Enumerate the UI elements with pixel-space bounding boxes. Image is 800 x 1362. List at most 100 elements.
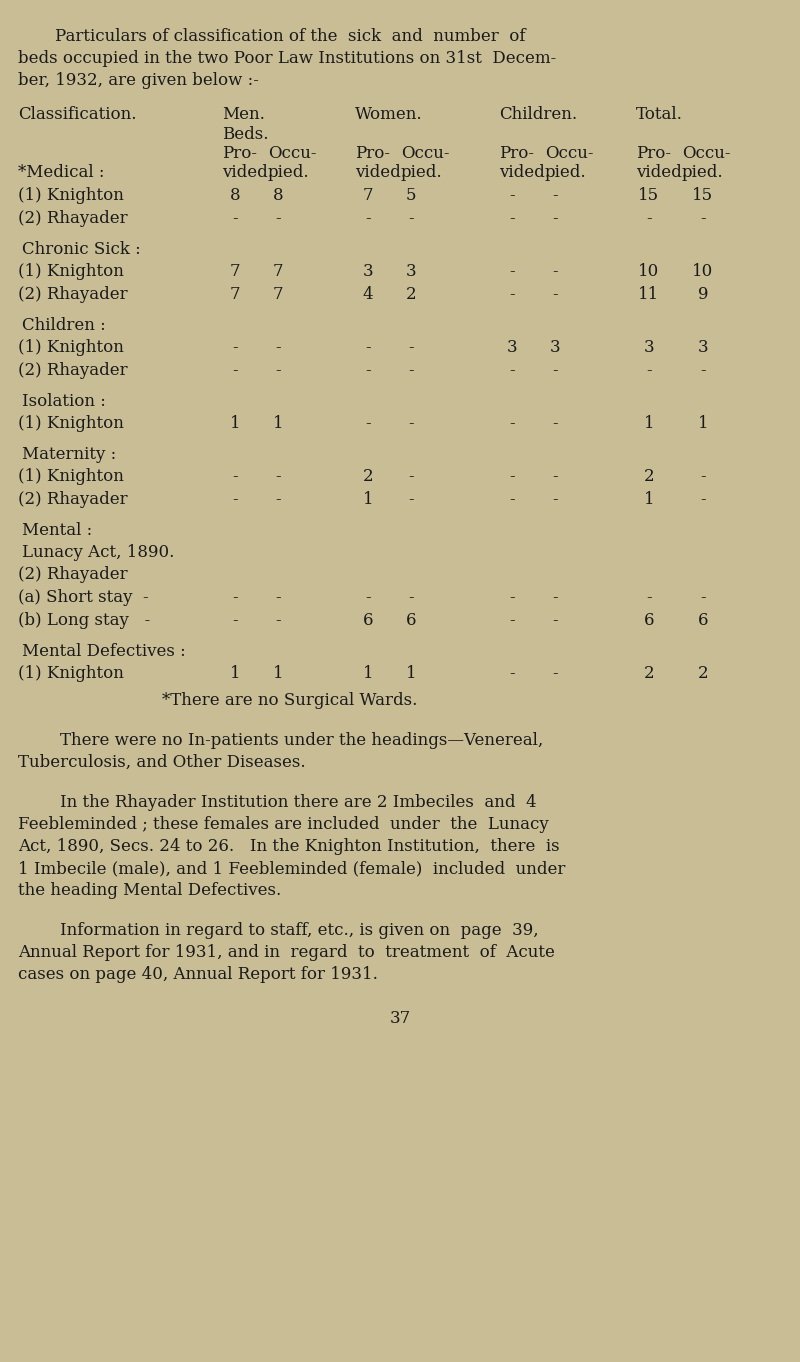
Text: 1 Imbecile (male), and 1 Feebleminded (female)  included  under: 1 Imbecile (male), and 1 Feebleminded (f… xyxy=(18,859,566,877)
Text: -: - xyxy=(275,210,281,227)
Text: -: - xyxy=(365,415,371,432)
Text: -: - xyxy=(275,362,281,379)
Text: 6: 6 xyxy=(698,612,708,629)
Text: -: - xyxy=(232,210,238,227)
Text: Mental :: Mental : xyxy=(22,522,92,539)
Text: beds occupied in the two Poor Law Institutions on 31st  Decem-: beds occupied in the two Poor Law Instit… xyxy=(18,50,556,67)
Text: (1) Knighton: (1) Knighton xyxy=(18,339,124,355)
Text: -: - xyxy=(552,490,558,508)
Text: Occu-: Occu- xyxy=(268,144,317,162)
Text: -: - xyxy=(232,588,238,606)
Text: 10: 10 xyxy=(692,263,714,281)
Text: -: - xyxy=(509,612,515,629)
Text: Pro-: Pro- xyxy=(355,144,390,162)
Text: -: - xyxy=(365,588,371,606)
Text: -: - xyxy=(232,339,238,355)
Text: 11: 11 xyxy=(638,286,660,302)
Text: -: - xyxy=(509,469,515,485)
Text: 3: 3 xyxy=(698,339,708,355)
Text: -: - xyxy=(232,362,238,379)
Text: 10: 10 xyxy=(638,263,660,281)
Text: Women.: Women. xyxy=(355,106,422,123)
Text: Children :: Children : xyxy=(22,317,106,334)
Text: Tuberculosis, and Other Diseases.: Tuberculosis, and Other Diseases. xyxy=(18,755,306,771)
Text: 1: 1 xyxy=(230,665,240,682)
Text: vided.: vided. xyxy=(636,163,687,181)
Text: -: - xyxy=(552,469,558,485)
Text: Annual Report for 1931, and in  regard  to  treatment  of  Acute: Annual Report for 1931, and in regard to… xyxy=(18,944,555,962)
Text: 7: 7 xyxy=(230,263,240,281)
Text: Isolation :: Isolation : xyxy=(22,394,106,410)
Text: *Medical :: *Medical : xyxy=(18,163,105,181)
Text: -: - xyxy=(275,469,281,485)
Text: -: - xyxy=(552,612,558,629)
Text: -: - xyxy=(552,362,558,379)
Text: Occu-: Occu- xyxy=(401,144,450,162)
Text: Information in regard to staff, etc., is given on  page  39,: Information in regard to staff, etc., is… xyxy=(18,922,538,938)
Text: 8: 8 xyxy=(230,187,240,204)
Text: -: - xyxy=(275,612,281,629)
Text: Occu-: Occu- xyxy=(682,144,730,162)
Text: -: - xyxy=(408,415,414,432)
Text: Pro-: Pro- xyxy=(636,144,671,162)
Text: -: - xyxy=(700,469,706,485)
Text: -: - xyxy=(552,588,558,606)
Text: 1: 1 xyxy=(698,415,708,432)
Text: -: - xyxy=(275,588,281,606)
Text: 37: 37 xyxy=(390,1011,410,1027)
Text: (a) Short stay  -: (a) Short stay - xyxy=(18,588,149,606)
Text: Maternity :: Maternity : xyxy=(22,445,116,463)
Text: Men.: Men. xyxy=(222,106,265,123)
Text: Pro-: Pro- xyxy=(222,144,257,162)
Text: -: - xyxy=(700,210,706,227)
Text: -: - xyxy=(552,286,558,302)
Text: -: - xyxy=(509,362,515,379)
Text: -: - xyxy=(552,665,558,682)
Text: (1) Knighton: (1) Knighton xyxy=(18,187,124,204)
Text: 15: 15 xyxy=(693,187,714,204)
Text: 2: 2 xyxy=(362,469,374,485)
Text: vided.: vided. xyxy=(222,163,273,181)
Text: 1: 1 xyxy=(230,415,240,432)
Text: 7: 7 xyxy=(230,286,240,302)
Text: 6: 6 xyxy=(362,612,374,629)
Text: -: - xyxy=(408,469,414,485)
Text: 1: 1 xyxy=(644,490,654,508)
Text: (2) Rhayader: (2) Rhayader xyxy=(18,286,128,302)
Text: -: - xyxy=(232,612,238,629)
Text: Total.: Total. xyxy=(636,106,683,123)
Text: (2) Rhayader: (2) Rhayader xyxy=(18,210,128,227)
Text: -: - xyxy=(509,665,515,682)
Text: 5: 5 xyxy=(406,187,416,204)
Text: Occu-: Occu- xyxy=(545,144,594,162)
Text: vided.: vided. xyxy=(355,163,406,181)
Text: -: - xyxy=(700,490,706,508)
Text: Beds.: Beds. xyxy=(222,127,269,143)
Text: 15: 15 xyxy=(638,187,659,204)
Text: 6: 6 xyxy=(406,612,416,629)
Text: cases on page 40, Annual Report for 1931.: cases on page 40, Annual Report for 1931… xyxy=(18,966,378,983)
Text: -: - xyxy=(552,263,558,281)
Text: -: - xyxy=(408,210,414,227)
Text: 4: 4 xyxy=(362,286,374,302)
Text: 1: 1 xyxy=(362,490,374,508)
Text: Particulars of classification of the  sick  and  number  of: Particulars of classification of the sic… xyxy=(55,29,526,45)
Text: Pro-: Pro- xyxy=(499,144,534,162)
Text: 1: 1 xyxy=(644,415,654,432)
Text: -: - xyxy=(365,210,371,227)
Text: (1) Knighton: (1) Knighton xyxy=(18,415,124,432)
Text: -: - xyxy=(275,490,281,508)
Text: There were no In-patients under the headings—Venereal,: There were no In-patients under the head… xyxy=(18,731,543,749)
Text: -: - xyxy=(509,210,515,227)
Text: Classification.: Classification. xyxy=(18,106,137,123)
Text: -: - xyxy=(646,210,652,227)
Text: -: - xyxy=(509,187,515,204)
Text: Mental Defectives :: Mental Defectives : xyxy=(22,643,186,661)
Text: 2: 2 xyxy=(698,665,708,682)
Text: 3: 3 xyxy=(506,339,518,355)
Text: -: - xyxy=(509,286,515,302)
Text: -: - xyxy=(552,415,558,432)
Text: ber, 1932, are given below :-: ber, 1932, are given below :- xyxy=(18,72,259,89)
Text: Children.: Children. xyxy=(499,106,577,123)
Text: vided.: vided. xyxy=(499,163,550,181)
